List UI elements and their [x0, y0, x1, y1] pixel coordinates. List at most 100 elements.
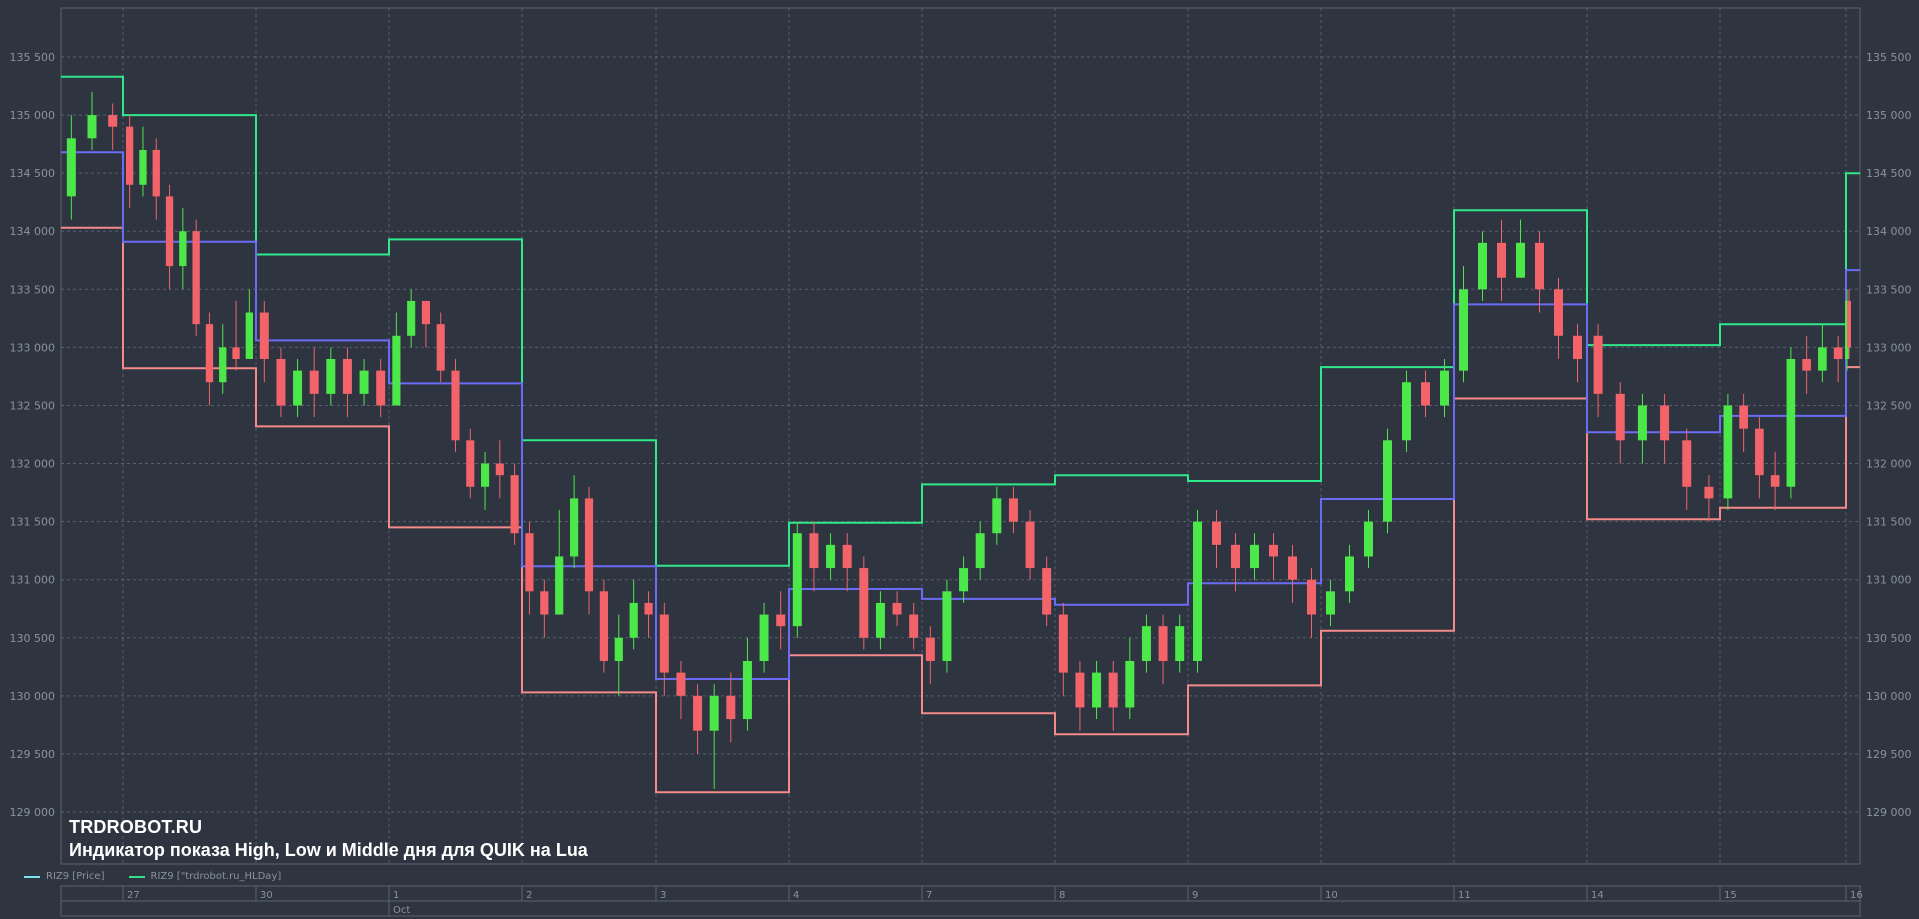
candle-body	[1345, 556, 1354, 592]
candle-body	[326, 359, 336, 394]
candle-body	[525, 533, 534, 592]
y-tick-label-left: 135 000	[10, 109, 56, 122]
candle-body	[1383, 440, 1392, 522]
watermark-title: TRDROBOT.RU	[69, 817, 203, 837]
candle-body	[1459, 289, 1468, 371]
x-tick-label: 8	[1059, 890, 1065, 901]
candle-body	[1847, 300, 1851, 348]
candle-body	[219, 347, 227, 383]
candle-body	[644, 602, 653, 615]
candle-body	[540, 591, 549, 615]
candle-body	[421, 300, 431, 325]
y-tick-label-right: 134 500	[1866, 167, 1912, 180]
candle-body	[205, 324, 214, 383]
candle-body	[1554, 289, 1563, 336]
x-tick-label: 7	[926, 890, 932, 901]
candle-body	[1593, 335, 1603, 394]
y-tick-label-right: 134 000	[1866, 225, 1912, 238]
candle-body	[1802, 359, 1811, 371]
candle-body	[792, 533, 802, 627]
day-high-line	[61, 75, 1860, 567]
candle-body	[1092, 672, 1102, 708]
candle-body	[1326, 591, 1335, 615]
x-tick-label: 4	[793, 890, 799, 901]
candle-body	[376, 370, 386, 406]
y-tick-label-left: 132 500	[10, 399, 56, 412]
candle-body	[809, 533, 819, 569]
y-tick-label-right: 135 500	[1866, 51, 1912, 64]
candle-body	[1058, 614, 1068, 673]
candle-body	[925, 637, 935, 661]
candle-body	[1497, 242, 1506, 278]
candle-body	[232, 347, 240, 359]
plot-border	[60, 7, 1861, 865]
candle-body	[309, 370, 319, 394]
candle-body	[875, 602, 885, 638]
candle-body	[480, 463, 490, 487]
candle-body	[1288, 556, 1297, 580]
candle-body	[909, 614, 919, 638]
candle-body	[1573, 335, 1582, 359]
candle-body	[1478, 242, 1487, 290]
x-tick-label: 16	[1850, 890, 1863, 901]
candle-body	[1786, 359, 1796, 487]
x-tick-label: 30	[260, 890, 273, 901]
y-tick-label-left: 134 000	[10, 225, 56, 238]
y-tick-label-right: 133 500	[1866, 283, 1912, 296]
candle-body	[942, 591, 952, 661]
x-tick-label: 11	[1458, 890, 1471, 901]
candle-body	[245, 312, 254, 359]
y-tick-label-left: 133 500	[10, 283, 56, 296]
y-tick-label-left: 133 000	[10, 341, 56, 354]
candle-body	[859, 568, 869, 638]
candle-body	[759, 614, 769, 661]
y-tick-label-left: 131 500	[10, 516, 56, 529]
y-tick-label-left: 132 000	[10, 458, 56, 471]
candle-body	[709, 695, 719, 731]
day-middle-line	[61, 151, 1860, 680]
watermark-subtitle: Индикатор показа High, Low и Middle дня …	[69, 840, 588, 860]
candle-body	[1212, 521, 1221, 545]
candle-body	[359, 370, 369, 394]
candle-body	[392, 335, 401, 406]
candle-body	[570, 498, 579, 557]
legend-swatch-hlday	[128, 875, 145, 878]
candle-body	[1402, 382, 1411, 441]
chart-legend: RIZ9 [Price] RIZ9 ["trdrobot.ru_HLDay]	[24, 871, 305, 882]
y-tick-label-left: 130 000	[10, 690, 56, 703]
x-tick-label: 10	[1325, 890, 1338, 901]
day-low-line	[61, 226, 1860, 794]
candle-body	[959, 568, 969, 592]
candle-body	[1269, 544, 1278, 557]
candle-body	[179, 231, 187, 267]
candle-body	[125, 126, 134, 185]
legend-label-hlday: RIZ9 ["trdrobot.ru_HLDay]	[150, 871, 282, 882]
candle-body	[495, 463, 504, 476]
candle-body	[1231, 544, 1240, 569]
candle-body	[629, 602, 638, 638]
candle-body	[1025, 521, 1035, 569]
candle-body	[742, 661, 752, 720]
y-tick-label-right: 130 000	[1866, 690, 1912, 703]
y-tick-label-left: 134 500	[10, 167, 56, 180]
candle-body	[1535, 242, 1544, 290]
legend-swatch-price	[24, 875, 40, 878]
candle-body	[1615, 393, 1625, 441]
candle-body	[1141, 626, 1151, 661]
candle-body	[1175, 626, 1185, 661]
candle-body	[1723, 405, 1733, 499]
candle-body	[342, 359, 352, 394]
candle-body	[1682, 440, 1692, 487]
y-tick-label-right: 129 000	[1866, 806, 1912, 819]
candle-body	[614, 637, 623, 661]
candle-body	[584, 498, 594, 592]
y-tick-label-right: 132 000	[1866, 458, 1912, 471]
candle-body	[826, 544, 836, 569]
candle-body	[87, 115, 97, 139]
candle-body	[975, 533, 985, 569]
legend-item-price[interactable]: RIZ9 [Price]	[24, 871, 105, 882]
legend-item-hlday[interactable]: RIZ9 ["trdrobot.ru_HLDay]	[128, 871, 282, 882]
candle-body	[510, 475, 519, 534]
candle-body	[466, 440, 475, 487]
